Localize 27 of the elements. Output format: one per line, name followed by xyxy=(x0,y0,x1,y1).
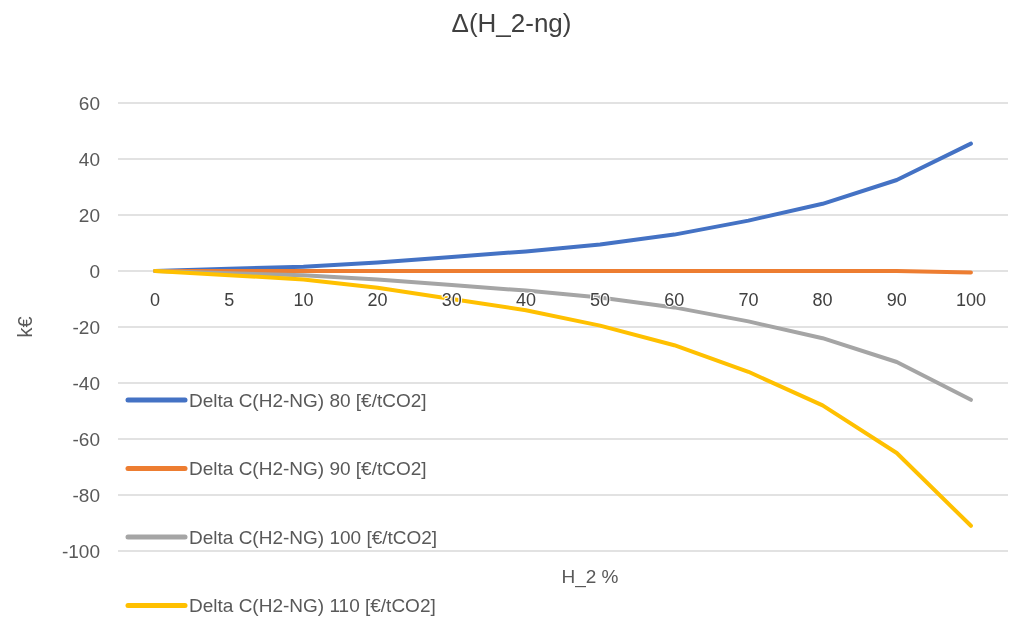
x-tick-label: 90 xyxy=(886,290,907,310)
x-tick-label: 100 xyxy=(955,290,986,310)
x-tick-label: 50 xyxy=(590,290,611,310)
legend-label: Delta C(H2-NG) 110 [€/tCO2] xyxy=(189,595,436,617)
y-tick-label: -80 xyxy=(72,484,100,506)
legend-label: Delta C(H2-NG) 80 [€/tCO2] xyxy=(189,389,427,411)
y-tick-label: -100 xyxy=(61,540,100,562)
y-tick-label: -60 xyxy=(72,428,100,450)
y-tick-label: 40 xyxy=(78,148,100,170)
x-tick-label: 70 xyxy=(738,290,759,310)
x-tick-label: 80 xyxy=(812,290,833,310)
x-tick-label: 40 xyxy=(515,290,536,310)
legend-label: Delta C(H2-NG) 90 [€/tCO2] xyxy=(189,458,427,480)
chart-title: Δ(H_2-ng) xyxy=(451,8,572,38)
y-tick-label: 20 xyxy=(78,204,100,226)
x-tick-label: 5 xyxy=(224,290,235,310)
x-tick-label: 60 xyxy=(664,290,685,310)
x-axis-title: H_2 % xyxy=(561,566,619,588)
y-axis-title: k€ xyxy=(14,316,36,338)
y-tick-label: 0 xyxy=(89,260,100,282)
x-tick-label: 0 xyxy=(150,290,161,310)
x-tick-label: 10 xyxy=(293,290,314,310)
y-tick-label: -20 xyxy=(72,316,100,338)
y-tick-label: -40 xyxy=(72,372,100,394)
x-tick-label: 20 xyxy=(367,290,388,310)
y-tick-label: 60 xyxy=(78,92,100,114)
legend-label: Delta C(H2-NG) 100 [€/tCO2] xyxy=(189,526,438,548)
